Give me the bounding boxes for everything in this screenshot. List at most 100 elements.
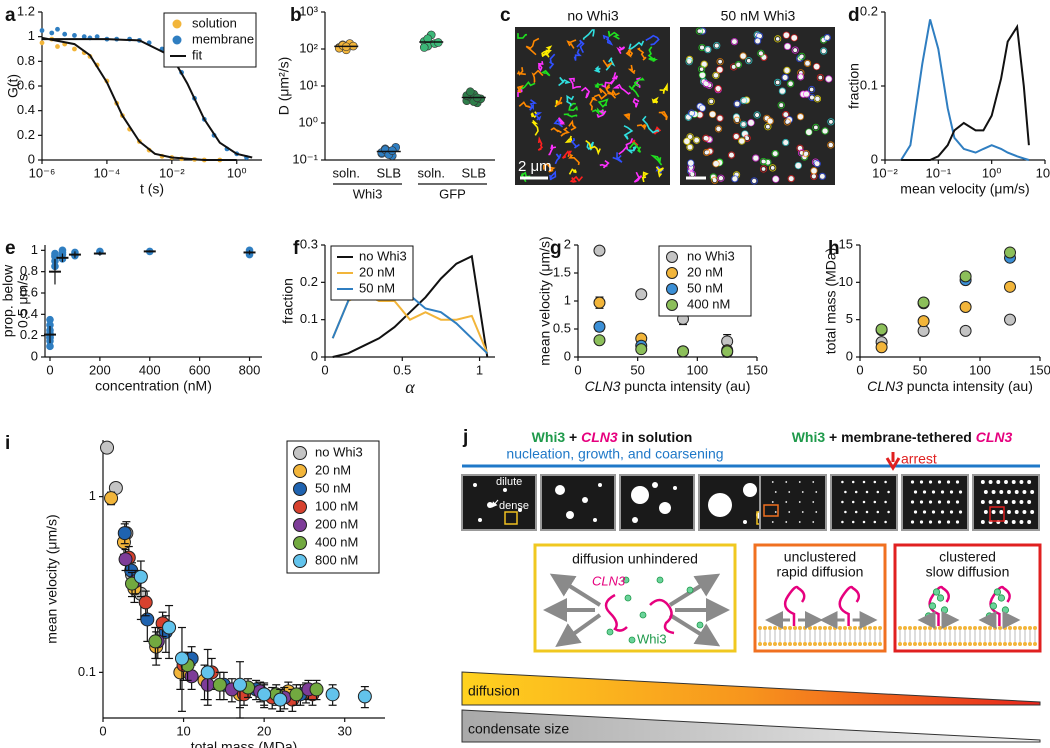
- protein: [928, 602, 937, 610]
- lipid: [993, 642, 997, 646]
- condensate: [1027, 520, 1032, 524]
- condensate: [771, 521, 774, 523]
- condensate: [851, 520, 855, 524]
- condensate: [931, 510, 936, 514]
- condensate: [887, 490, 890, 494]
- track: [537, 60, 544, 72]
- legend-label: membrane: [192, 31, 254, 46]
- y-axis-label: D (μm²/s): [276, 57, 292, 116]
- x-tick-label: 400: [139, 362, 161, 377]
- condensate: [928, 520, 933, 524]
- track: [555, 96, 563, 107]
- x-axis-label: α: [405, 377, 415, 397]
- track: [543, 162, 556, 173]
- lipid: [978, 626, 982, 630]
- x-axis-label-part: CLN3: [867, 378, 903, 394]
- track: [568, 119, 577, 131]
- x-tick-label: 20: [257, 723, 271, 738]
- lipid: [943, 642, 947, 646]
- track-ring: [759, 165, 768, 173]
- lipid: [1023, 626, 1027, 630]
- track-ring: [797, 73, 805, 81]
- track-ring: [782, 111, 790, 119]
- y-tick-label: 1: [31, 242, 38, 257]
- condensate: [851, 500, 855, 504]
- x-tick-label: 10¹: [1036, 165, 1050, 180]
- track-ring: [716, 58, 724, 66]
- track-ring: [810, 167, 818, 175]
- box-title: clustered: [939, 549, 996, 565]
- lipid: [953, 642, 957, 646]
- point: [875, 341, 888, 354]
- track: [525, 37, 540, 56]
- lipid: [773, 642, 777, 646]
- lipid: [798, 642, 802, 646]
- punctum: [712, 178, 717, 183]
- condensate: [910, 520, 915, 524]
- condensate: [991, 490, 996, 494]
- lipid: [868, 642, 872, 646]
- diffusion-arrow: [555, 613, 602, 647]
- track-ring: [695, 27, 703, 35]
- x-tick-label: 10⁻⁴: [93, 165, 120, 180]
- lipid: [858, 642, 862, 646]
- legend-label: 20 nM: [315, 462, 351, 477]
- lipid: [838, 626, 842, 630]
- condensate: [988, 500, 993, 504]
- point: [419, 43, 429, 52]
- condensate: [999, 510, 1004, 514]
- x-axis-label: concentration (nM): [95, 378, 212, 394]
- condensate: [865, 490, 869, 494]
- lipid: [903, 642, 907, 646]
- lipid: [858, 626, 862, 630]
- condensate: [841, 500, 844, 504]
- point: [118, 552, 133, 567]
- legend-swatch: [172, 19, 182, 29]
- line: [901, 23, 1030, 161]
- y-tick-label: 0.6: [20, 284, 38, 299]
- legend-label: 20 nM: [687, 264, 723, 279]
- condensate: [503, 488, 507, 492]
- condensate: [955, 480, 960, 484]
- condensate: [876, 510, 880, 514]
- punctum: [828, 119, 833, 124]
- image-label: no Whi3: [567, 8, 619, 24]
- track: [650, 154, 663, 166]
- x-axis-label: CLN3 puncta intensity (au): [867, 378, 1033, 394]
- track-ring: [683, 137, 691, 145]
- punctum: [694, 137, 700, 143]
- track-ring: [813, 160, 821, 168]
- punctum: [798, 74, 804, 80]
- punctum: [739, 138, 745, 144]
- lipid: [853, 642, 857, 646]
- track-ring: [711, 176, 719, 184]
- condensate: [518, 508, 522, 512]
- protein: [622, 576, 630, 584]
- track: [625, 48, 634, 58]
- track: [599, 159, 610, 169]
- condensate: [801, 491, 804, 493]
- y-tick-label: 0: [871, 151, 878, 166]
- condensate: [958, 510, 963, 514]
- point: [55, 44, 60, 49]
- legend-swatch: [666, 251, 678, 263]
- protein: [985, 612, 994, 620]
- lipid: [813, 642, 817, 646]
- lipid: [868, 626, 872, 630]
- x-axis-label: CLN3 puncta intensity (au): [585, 378, 751, 394]
- condensate: [910, 500, 915, 504]
- y-tick-label: 1: [89, 488, 96, 503]
- point: [257, 687, 272, 702]
- track-ring: [714, 125, 723, 133]
- condensate: [937, 500, 942, 504]
- condensate: [785, 521, 788, 523]
- y-tick-label: 15: [839, 236, 853, 251]
- condensate: [774, 491, 777, 493]
- gradient-bar: [461, 709, 1041, 743]
- point: [94, 34, 100, 40]
- condensate: [841, 520, 844, 524]
- y-tick-label: 10: [839, 274, 853, 289]
- condensate: [1011, 500, 1016, 504]
- point: [138, 595, 153, 610]
- lipid: [783, 626, 787, 630]
